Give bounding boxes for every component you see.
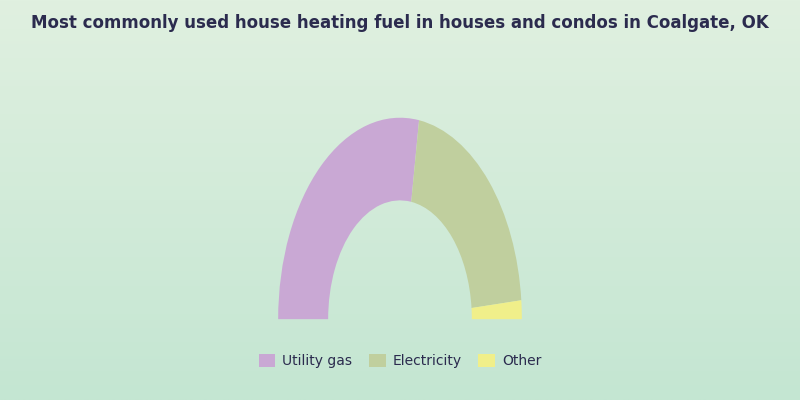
Wedge shape bbox=[471, 300, 522, 319]
Wedge shape bbox=[278, 118, 419, 319]
Wedge shape bbox=[411, 120, 522, 308]
Text: Most commonly used house heating fuel in houses and condos in Coalgate, OK: Most commonly used house heating fuel in… bbox=[31, 14, 769, 32]
Legend: Utility gas, Electricity, Other: Utility gas, Electricity, Other bbox=[254, 350, 546, 372]
